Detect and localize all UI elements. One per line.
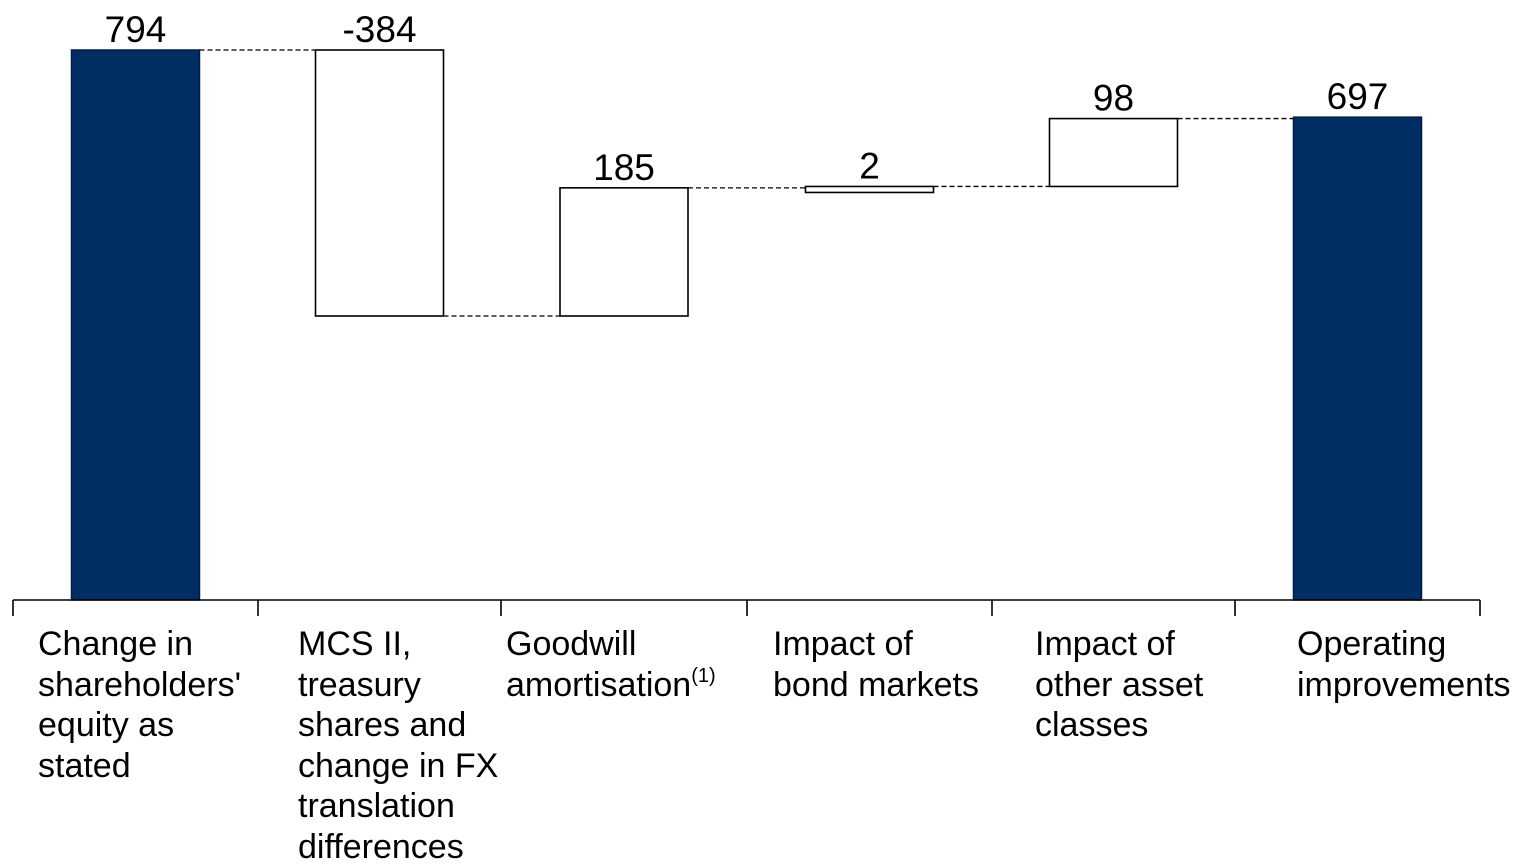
category-label-line: amortisation(1) bbox=[506, 665, 716, 706]
category-label-line: Impact of bbox=[1035, 624, 1203, 665]
category-label-line: change in FX bbox=[298, 746, 498, 787]
category-label-line: treasury bbox=[298, 665, 498, 706]
category-label-line: Impact of bbox=[773, 624, 979, 665]
bar-5 bbox=[1050, 119, 1178, 187]
category-label-line: classes bbox=[1035, 705, 1203, 746]
category-label-line: improvements bbox=[1297, 665, 1511, 706]
category-label-line: equity as bbox=[38, 705, 241, 746]
footnote-marker: (1) bbox=[691, 665, 715, 687]
category-label-line: Goodwill bbox=[506, 624, 716, 665]
category-label-line: bond markets bbox=[773, 665, 979, 706]
category-label-line: MCS II, bbox=[298, 624, 498, 665]
bar-3 bbox=[560, 188, 688, 316]
bar-4 bbox=[806, 186, 934, 192]
value-label-3: 185 bbox=[593, 147, 655, 188]
bar-1 bbox=[72, 50, 200, 600]
category-label-line: differences bbox=[298, 827, 498, 867]
category-label-line: other asset bbox=[1035, 665, 1203, 706]
category-label-line: stated bbox=[38, 746, 241, 787]
category-label-line: translation bbox=[298, 786, 498, 827]
value-label-6: 697 bbox=[1327, 76, 1389, 117]
value-label-1: 794 bbox=[105, 9, 167, 50]
category-label-line: shareholders' bbox=[38, 665, 241, 706]
value-label-4: 2 bbox=[859, 145, 880, 186]
bar-6 bbox=[1294, 117, 1422, 600]
category-label-line: Change in bbox=[38, 624, 241, 665]
value-label-5: 98 bbox=[1093, 78, 1134, 119]
value-label-2: -384 bbox=[342, 9, 416, 50]
category-label-line: Operating bbox=[1297, 624, 1511, 665]
bar-2 bbox=[316, 50, 444, 316]
category-label-line: shares and bbox=[298, 705, 498, 746]
